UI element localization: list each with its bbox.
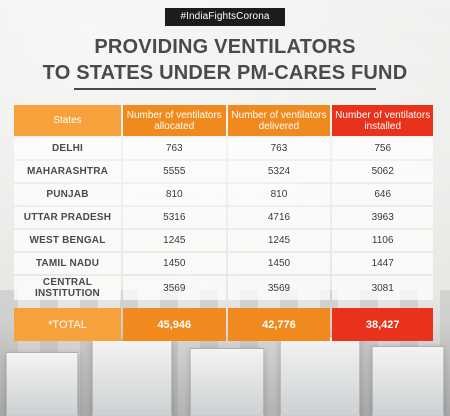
ventilator-image-5 [372,346,444,416]
header-delivered: Number of ventilators delivered [227,105,331,136]
table-row: CENTRAL INSTITUTION 3569 3569 3081 [14,276,433,300]
table-header-row: States Number of ventilators allocated N… [14,105,433,136]
table-row: WEST BENGAL 1245 1245 1106 [14,230,433,251]
table-row: DELHI 763 763 756 [14,138,433,159]
total-installed: 38,427 [332,308,433,341]
allocated-cell: 763 [123,138,226,159]
delivered-cell: 1450 [227,253,331,274]
state-cell: DELHI [14,138,121,159]
table-spacer [14,302,433,306]
allocated-cell: 5316 [123,207,226,228]
delivered-cell: 5324 [227,161,331,182]
delivered-cell: 1245 [227,230,331,251]
table-row: UTTAR PRADESH 5316 4716 3963 [14,207,433,228]
header-installed: Number of ventilators installed [332,105,433,136]
allocated-cell: 5555 [123,161,226,182]
total-delivered: 42,776 [227,308,331,341]
table-row: PUNJAB 810 810 646 [14,184,433,205]
allocated-cell: 810 [123,184,226,205]
installed-cell: 1106 [332,230,433,251]
allocated-cell: 3569 [123,276,226,300]
title-line-2: TO STATES UNDER PM-CARES FUND [42,62,408,84]
header-states: States [14,105,121,136]
installed-cell: 646 [332,184,433,205]
ventilator-image-4 [280,336,360,416]
state-cell: MAHARASHTRA [14,161,121,182]
ventilator-image-1 [6,352,78,416]
title-line-1: PROVIDING VENTILATORS [94,36,356,58]
state-cell: PUNJAB [14,184,121,205]
table-row: TAMIL NADU 1450 1450 1447 [14,253,433,274]
title-underline [74,88,376,90]
state-cell: TAMIL NADU [14,253,121,274]
installed-cell: 1447 [332,253,433,274]
total-label: *TOTAL [14,308,121,341]
allocated-cell: 1450 [123,253,226,274]
installed-cell: 3081 [332,276,433,300]
delivered-cell: 4716 [227,207,331,228]
delivered-cell: 3569 [227,276,331,300]
total-allocated: 45,946 [123,308,226,341]
ventilator-image-3 [190,348,264,416]
header-allocated: Number of ventilators allocated [123,105,226,136]
state-cell: WEST BENGAL [14,230,121,251]
hashtag-banner: #IndiaFightsCorona [165,8,285,26]
table-total-row: *TOTAL 45,946 42,776 38,427 [14,308,433,341]
ventilator-image-2 [92,340,172,416]
installed-cell: 756 [332,138,433,159]
delivered-cell: 763 [227,138,331,159]
allocated-cell: 1245 [123,230,226,251]
state-cell: UTTAR PRADESH [14,207,121,228]
installed-cell: 3963 [332,207,433,228]
installed-cell: 5062 [332,161,433,182]
ventilator-table: States Number of ventilators allocated N… [12,103,435,343]
delivered-cell: 810 [227,184,331,205]
table-row: MAHARASHTRA 5555 5324 5062 [14,161,433,182]
state-cell: CENTRAL INSTITUTION [14,276,121,300]
